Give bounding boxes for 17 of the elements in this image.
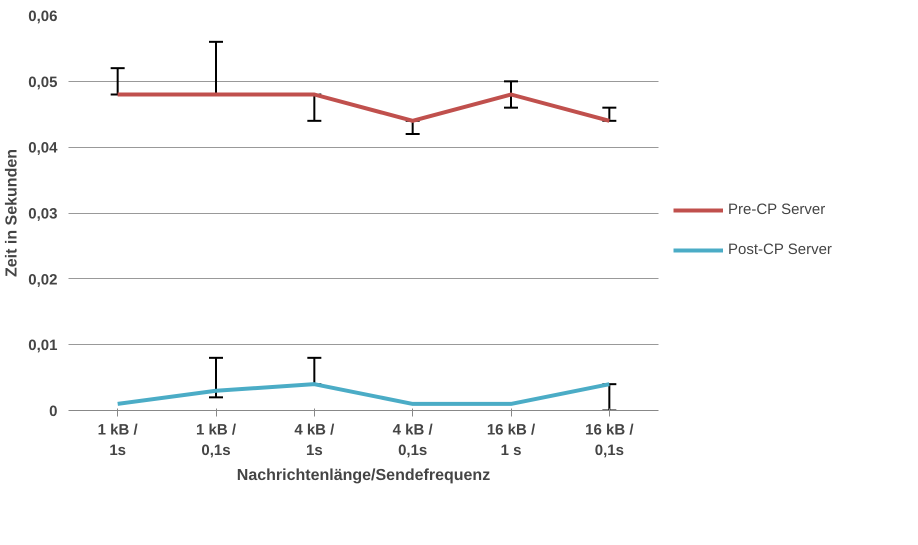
x-axis-title: Nachrichtenlänge/Sendefrequenz xyxy=(236,466,490,484)
y-tick-label: 0,03 xyxy=(28,206,58,222)
y-tick-label: 0 xyxy=(49,403,58,420)
x-tick-label: 16 kB / 0,1s xyxy=(585,422,634,459)
x-tick-label: 4 kB / 0,1s xyxy=(392,422,434,459)
legend-label: Pre-CP Server xyxy=(728,201,826,218)
x-tick-label: 1 kB / 1s xyxy=(98,422,139,459)
y-tick-label: 0,05 xyxy=(28,74,58,91)
y-tick-label: 0,02 xyxy=(28,271,58,288)
legend-label: Post-CP Server xyxy=(728,241,832,258)
x-tick-label: 1 kB / 0,1s xyxy=(196,422,237,459)
y-tick-label: 0,01 xyxy=(28,337,58,354)
y-tick-label: 0,04 xyxy=(28,140,58,157)
y-axis-title: Zeit in Sekunden xyxy=(3,148,20,278)
x-tick-label: 4 kB / 1s xyxy=(294,422,336,459)
x-tick-label: 16 kB / 1 s xyxy=(486,422,536,459)
y-tick-label: 0,06 xyxy=(28,8,58,25)
